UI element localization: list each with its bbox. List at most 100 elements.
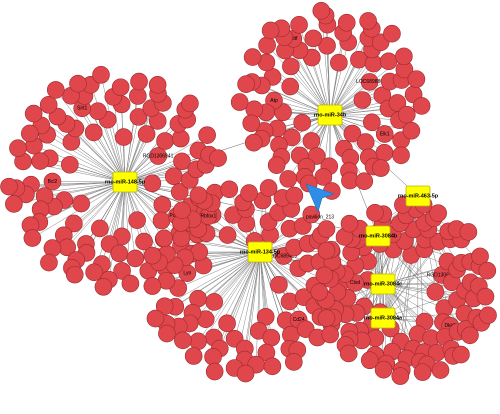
gene-node [340, 214, 359, 233]
gene-node [397, 105, 416, 124]
gene-node [281, 77, 300, 96]
gene-node [315, 266, 334, 285]
gene-node [126, 249, 145, 268]
gene-node [189, 186, 208, 204]
gene-node [353, 91, 372, 109]
gene-node [392, 146, 410, 165]
gene-node [461, 326, 479, 345]
gene-node [205, 362, 224, 381]
hub-node [317, 104, 343, 126]
gene-node [43, 172, 62, 191]
hub-label: rno-miR-3084b [359, 233, 398, 239]
gene-label: Mitf [289, 36, 298, 42]
gene-node [343, 124, 362, 143]
gene-node [355, 172, 374, 190]
gene-node [359, 12, 377, 30]
gene-node [61, 155, 79, 174]
gene-node [314, 168, 333, 186]
gene-node [143, 277, 162, 295]
edge [266, 45, 331, 116]
gene-node [366, 203, 384, 222]
gene-node [413, 363, 432, 381]
gene-label: Ctsd [350, 280, 361, 286]
gene-node [84, 123, 103, 142]
gene-node [478, 261, 497, 280]
hub-label: rno-miR-463-5p [398, 193, 439, 199]
gene-node [267, 156, 286, 174]
gene-node [244, 133, 263, 152]
gene-label: Elk1 [380, 131, 390, 137]
gene-node [218, 314, 236, 333]
gene-node [24, 104, 43, 123]
gene-node [209, 149, 227, 167]
gene-node [153, 195, 172, 214]
edge [44, 181, 126, 197]
gene-node [391, 367, 410, 385]
gene-node [149, 147, 167, 165]
gene-node [374, 360, 393, 379]
gene-node [170, 183, 189, 201]
gene-node [9, 139, 27, 158]
gene-node [155, 297, 174, 316]
gene-node [92, 66, 110, 84]
gene-node [46, 81, 65, 99]
hub-node [405, 185, 431, 207]
gene-node [452, 345, 470, 364]
hub-node [247, 241, 273, 263]
edge [178, 251, 261, 289]
gene-node [155, 229, 173, 248]
edge [329, 42, 349, 116]
gene-node [39, 96, 58, 114]
gene-node [312, 1, 331, 20]
gene-node [337, 13, 356, 32]
edge [100, 74, 126, 183]
gene-node [412, 97, 431, 115]
center-node: pavilion_213 [305, 183, 335, 220]
gene-node [318, 36, 336, 55]
gene-node [65, 214, 83, 233]
edge [90, 84, 126, 183]
hub-node [370, 307, 396, 329]
gene-label: Atp [270, 98, 278, 104]
gene-node [360, 73, 379, 91]
gene-node [383, 24, 401, 43]
gene-node [146, 309, 165, 328]
edge [47, 134, 126, 183]
gene-node [164, 167, 183, 186]
gene-node [236, 364, 255, 383]
hub-node [365, 225, 391, 247]
edge [124, 154, 210, 183]
gene-node [243, 48, 262, 66]
gene-node [110, 244, 129, 263]
arrow-node [305, 183, 335, 213]
edge [124, 116, 139, 183]
gene-node [339, 344, 358, 363]
gene-node [69, 74, 87, 93]
gene-node [262, 328, 281, 347]
gene-node [205, 293, 224, 311]
gene-node [220, 180, 239, 199]
gene-node [402, 121, 421, 140]
gene-node [184, 347, 203, 365]
gene-node [174, 331, 192, 350]
hub-node [370, 273, 396, 295]
gene-node [375, 143, 394, 162]
gene-node [148, 76, 167, 94]
gene-node [158, 324, 176, 343]
gene-node [310, 283, 329, 301]
gene-label: LOC689880 [356, 79, 383, 85]
gene-node [91, 219, 109, 238]
gene-node [263, 357, 282, 376]
gene-node [372, 159, 390, 177]
gene-node [218, 226, 237, 244]
gene-node [143, 246, 162, 265]
hub-label: rno-miR-34b [314, 112, 347, 118]
gene-node [152, 211, 171, 230]
gene-node [135, 232, 153, 251]
gene-node [143, 174, 162, 193]
gene-node [431, 361, 450, 379]
gene-node [230, 93, 249, 111]
gene-label: Rbfox1 [200, 213, 216, 219]
gene-node [279, 170, 298, 188]
gene-node [111, 78, 130, 97]
